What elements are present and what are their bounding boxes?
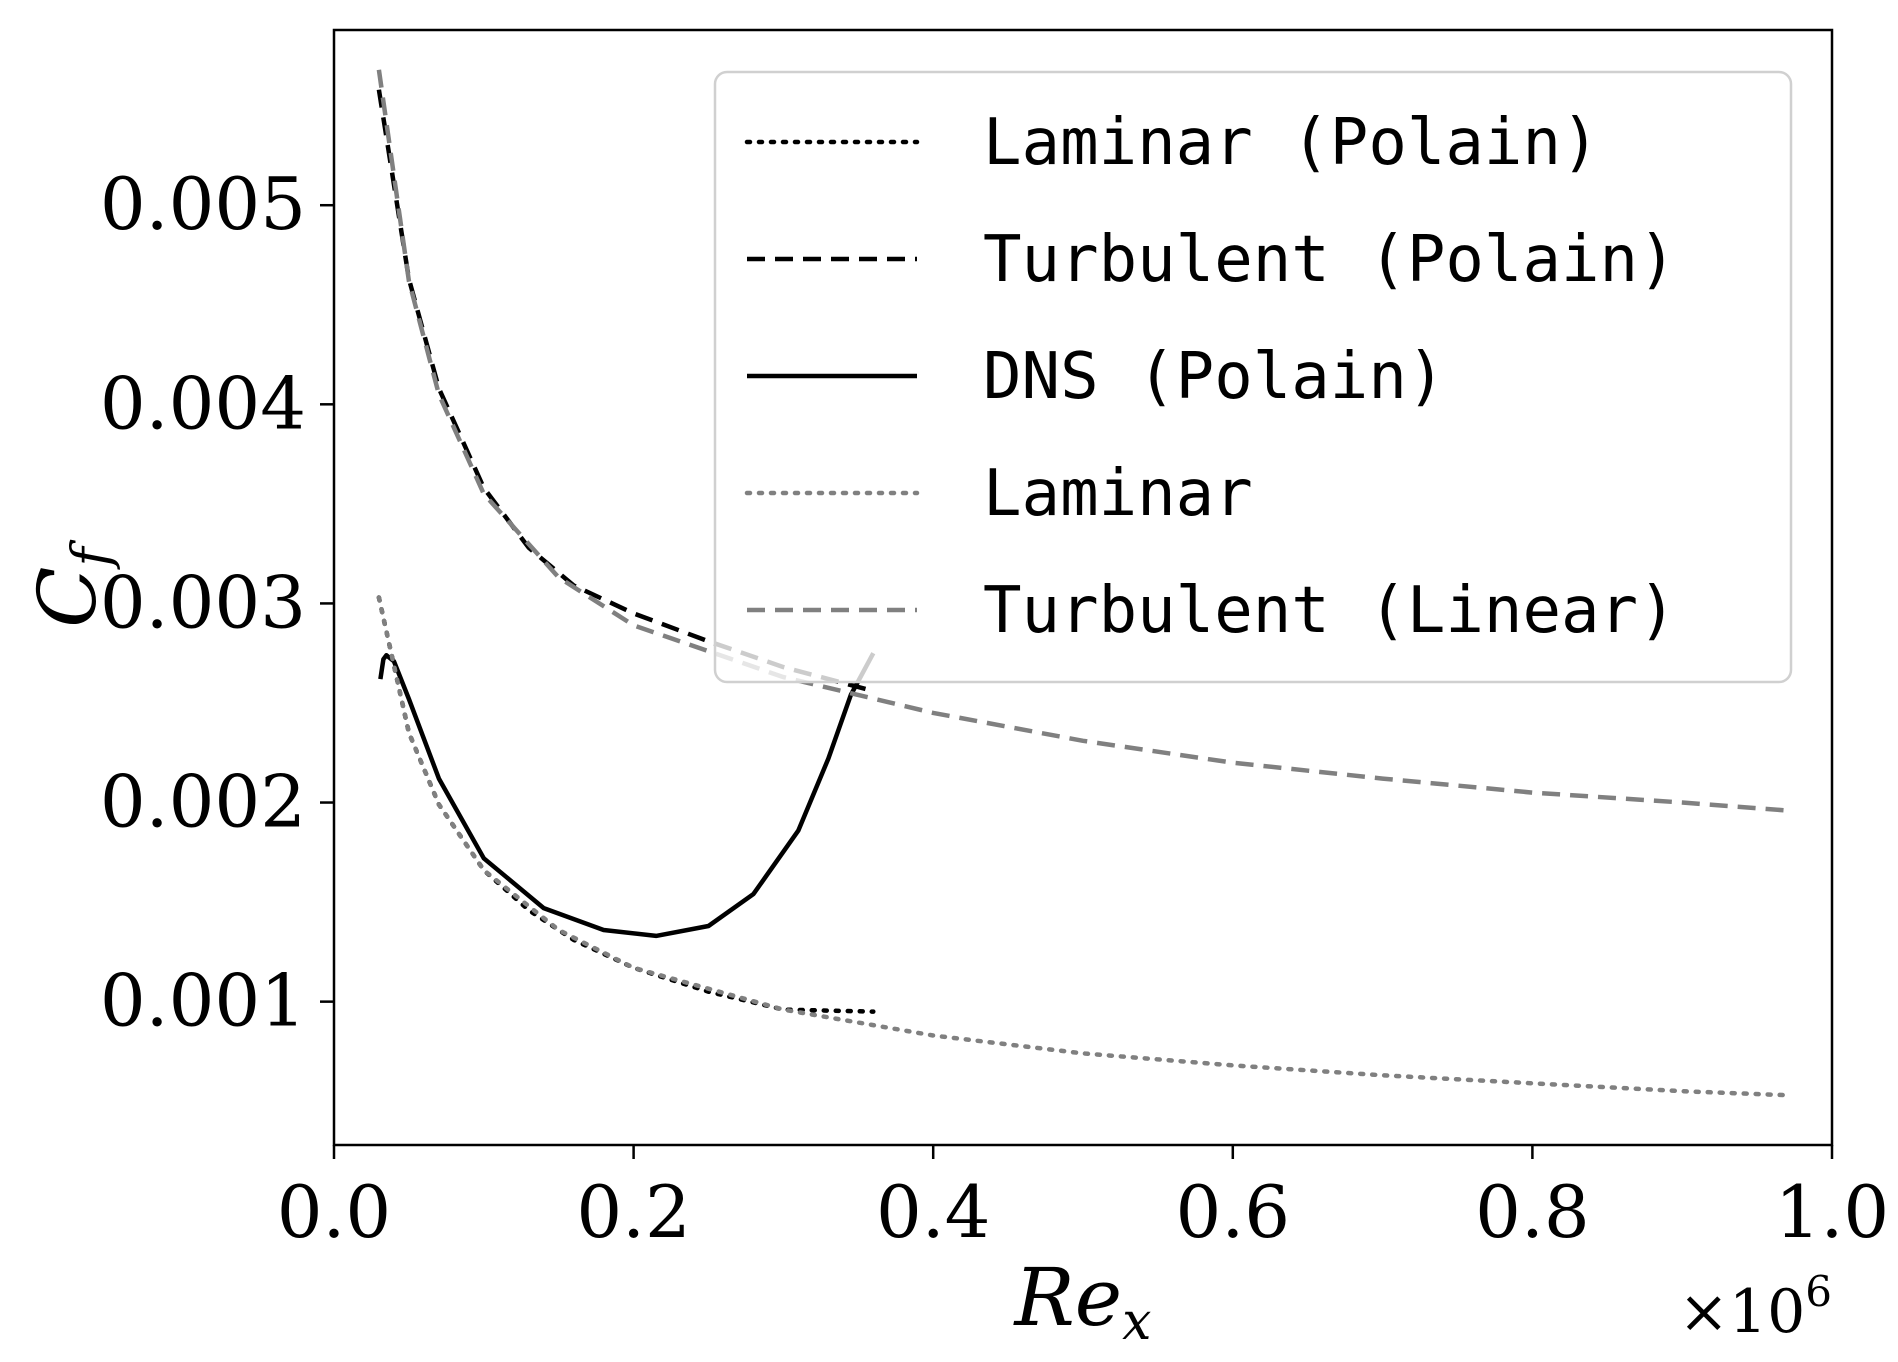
x-axis-multiplier: ×106: [1679, 1267, 1832, 1347]
x-axis-label-main: Re: [1013, 1251, 1123, 1344]
x-axis-label-subscript: x: [1122, 1292, 1151, 1352]
series-line-4: [376, 595, 1790, 1098]
legend-label: DNS (Polain): [983, 340, 1445, 414]
y-tick-label: 0.002: [100, 760, 306, 844]
ticks-layer: 0.0 0.2 0.4 0.6 0.8 1.0 0.001 0.002 0.003 0.004 0.…: [100, 162, 1889, 1254]
legend-box: [713, 70, 1793, 684]
x-tick-label: 1.0: [1775, 1170, 1890, 1254]
y-tick-label: 0.003: [100, 560, 306, 644]
x-tick-label: 0.4: [876, 1170, 991, 1254]
legend-label: Turbulent (Linear): [983, 574, 1677, 648]
x-axis-multiplier-base: ×10: [1679, 1277, 1806, 1347]
series-line-5: [376, 69, 1788, 813]
x-axis-multiplier-exponent: 6: [1805, 1267, 1832, 1316]
x-axis-label: Rex: [1013, 1251, 1152, 1352]
legend-label: Turbulent (Polain): [983, 223, 1677, 297]
x-tick-label: 0.2: [576, 1170, 691, 1254]
legend-label: Laminar: [983, 457, 1253, 531]
y-tick-label: 0.001: [100, 959, 306, 1043]
legend: Laminar (Polain) Turbulent (Polain) DNS (P…: [713, 70, 1793, 684]
x-tick-label: 0.0: [277, 1170, 392, 1254]
y-axis-label-main: C: [21, 567, 114, 628]
y-axis-label: Cf: [21, 540, 122, 628]
x-tick-label: 0.8: [1475, 1170, 1590, 1254]
legend-items: Laminar (Polain) Turbulent (Polain) DNS (P…: [744, 106, 1677, 648]
y-tick-label: 0.005: [100, 162, 306, 246]
plot-frame: [332, 28, 1834, 1147]
y-tick-label: 0.004: [100, 361, 306, 445]
legend-label: Laminar (Polain): [983, 106, 1600, 180]
x-tick-label: 0.6: [1176, 1170, 1291, 1254]
